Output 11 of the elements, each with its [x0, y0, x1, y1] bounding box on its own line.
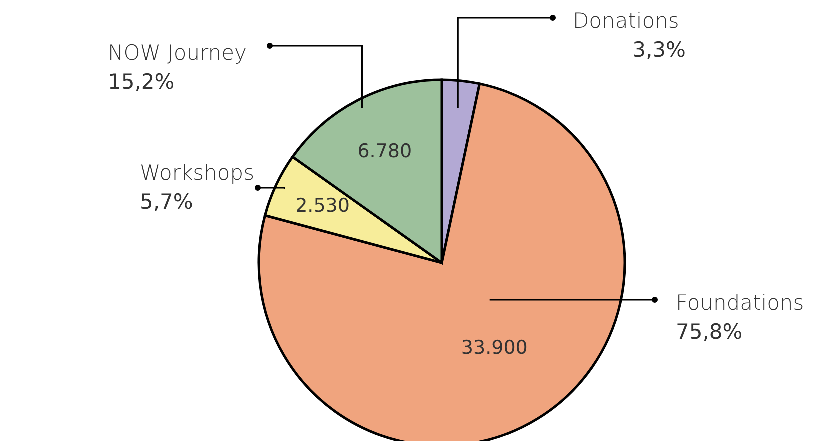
text: 5,7% [140, 190, 194, 214]
text: 3,3% [632, 38, 686, 62]
data-label: 2.530 [296, 195, 350, 218]
text: 75,8% [676, 320, 743, 344]
slice-label: Workshops [140, 161, 255, 185]
slice-label: NOW Journey [108, 41, 247, 65]
slice-label: Foundations [676, 291, 804, 315]
data-label: 33.900 [461, 336, 528, 359]
text: 15,2% [108, 70, 175, 94]
slice-label: Donations [573, 9, 680, 33]
data-label: 6.780 [358, 140, 412, 163]
